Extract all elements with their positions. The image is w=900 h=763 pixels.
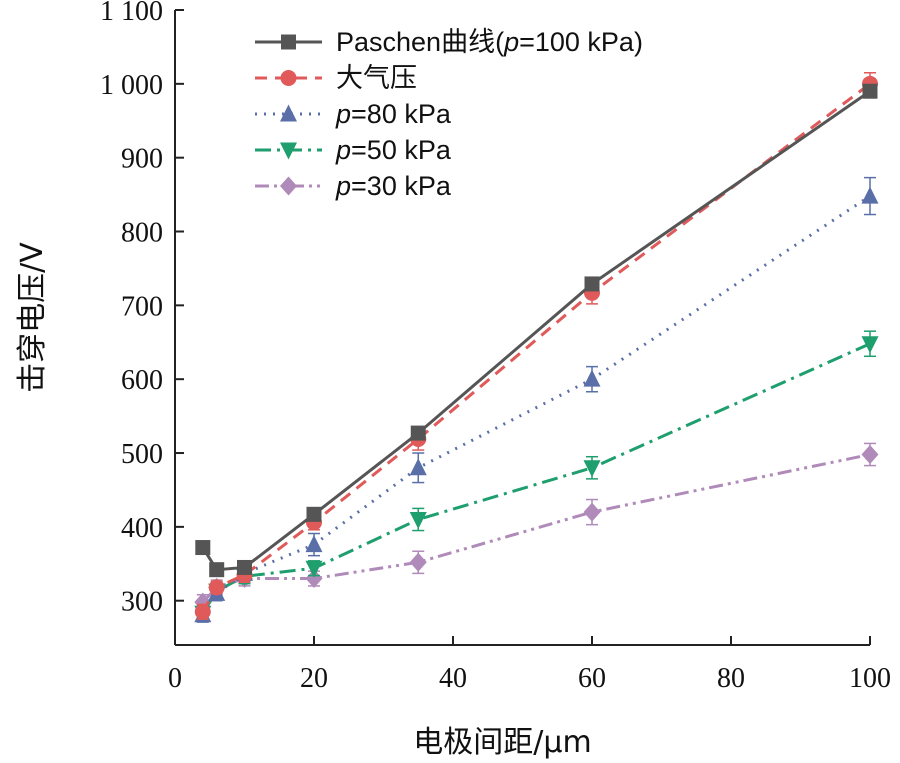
- data-point: [209, 562, 225, 578]
- series: [194, 176, 879, 623]
- legend-label: p=80 kPa: [335, 99, 452, 129]
- data-point: [409, 552, 427, 572]
- y-axis-label: 击穿电压/V: [15, 242, 50, 393]
- data-point: [861, 186, 879, 204]
- y-tick-label: 500: [121, 439, 163, 470]
- y-tick-label: 400: [121, 513, 163, 544]
- plot-area: [194, 72, 879, 623]
- series-line: [201, 453, 871, 604]
- y-tick-label: 1 100: [100, 0, 163, 27]
- x-tick-label: 0: [168, 663, 182, 694]
- data-point: [208, 579, 225, 596]
- y-tick-label: 300: [121, 587, 163, 618]
- data-point: [583, 460, 601, 478]
- data-point: [862, 83, 878, 99]
- series-line: [201, 342, 871, 615]
- series-line: [201, 82, 871, 613]
- legend-label: Paschen曲线(p=100 kPa): [336, 27, 643, 57]
- series: [195, 83, 878, 578]
- data-point: [583, 369, 601, 387]
- data-point: [584, 276, 600, 292]
- legend-marker: [280, 142, 297, 160]
- data-point: [195, 540, 211, 556]
- legend-item: Paschen曲线(p=100 kPa): [255, 27, 643, 57]
- series: [194, 330, 879, 623]
- series-line: [201, 89, 871, 572]
- data-point: [583, 502, 601, 522]
- y-tick-label: 900: [121, 144, 163, 175]
- x-tick-label: 60: [578, 663, 606, 694]
- legend-marker: [281, 34, 296, 50]
- y-tick-label: 1 000: [100, 70, 163, 101]
- x-tick-label: 100: [849, 663, 891, 694]
- legend-item: p=30 kPa: [255, 171, 452, 201]
- legend-label: p=50 kPa: [335, 135, 452, 165]
- series-line: [201, 194, 871, 616]
- x-tick-label: 20: [300, 663, 328, 694]
- legend-item: p=80 kPa: [255, 99, 452, 129]
- legend-item: 大气压: [255, 63, 417, 93]
- data-point: [305, 560, 323, 578]
- data-point: [410, 425, 426, 441]
- series: [194, 72, 878, 620]
- legend-item: p=50 kPa: [255, 135, 452, 165]
- data-point: [305, 535, 323, 553]
- data-point: [194, 603, 211, 620]
- y-tick-label: 800: [121, 218, 163, 249]
- legend-marker: [280, 70, 297, 86]
- data-point: [305, 569, 323, 589]
- data-point: [861, 336, 879, 354]
- data-point: [237, 559, 252, 575]
- legend-marker: [280, 176, 297, 196]
- legend-marker: [280, 104, 297, 122]
- legend: Paschen曲线(p=100 kPa) 大气压 p=80 kPa p=50 kPa p…: [255, 27, 643, 201]
- y-tick-label: 600: [121, 365, 163, 396]
- x-tick-label: 80: [717, 663, 745, 694]
- y-tick-label: 700: [121, 291, 163, 322]
- data-point: [409, 458, 427, 476]
- legend-label: p=30 kPa: [335, 171, 452, 201]
- x-axis-label: 电极间距/μm: [413, 725, 591, 760]
- legend-label: 大气压: [336, 63, 417, 93]
- x-tick-label: 40: [439, 663, 467, 694]
- data-point: [306, 506, 322, 522]
- data-point: [861, 445, 879, 464]
- data-point: [409, 511, 427, 529]
